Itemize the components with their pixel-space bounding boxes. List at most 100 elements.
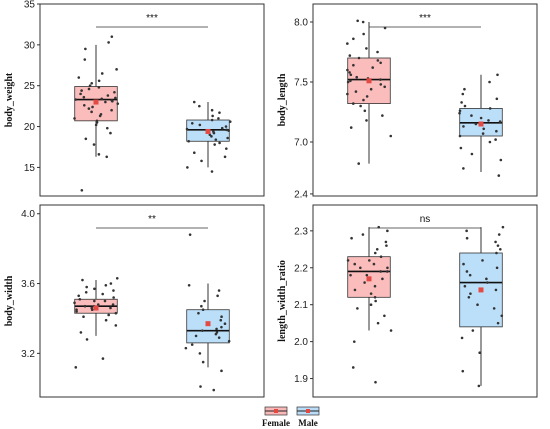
data-point [194, 334, 198, 338]
data-point [115, 68, 118, 71]
data-point [353, 262, 357, 266]
y-tick-label: 3.2 [21, 349, 35, 360]
y-tick-label: 8.0 [294, 18, 308, 29]
data-point [352, 37, 355, 41]
data-point [200, 304, 203, 308]
data-point [103, 299, 107, 303]
y-tick-label: 2.1 [294, 300, 308, 311]
data-point [467, 296, 471, 299]
data-point [203, 299, 206, 303]
data-point [190, 121, 194, 125]
data-point [93, 299, 96, 303]
mean-marker [478, 287, 484, 293]
data-point [348, 54, 352, 57]
mean-marker [93, 305, 99, 311]
y-tick-label: 15 [24, 163, 36, 174]
y-tick-label: 2.4 [294, 189, 308, 200]
data-point [495, 97, 499, 101]
data-point [465, 236, 469, 240]
data-point [485, 277, 488, 281]
data-point [91, 105, 94, 109]
data-point [74, 98, 77, 101]
y-axis-title: body_weight [4, 72, 15, 127]
data-point [500, 314, 504, 318]
data-point [201, 329, 204, 332]
data-point [73, 117, 76, 120]
y-tick-label: 30 [24, 40, 36, 51]
data-point [107, 41, 110, 44]
data-point [346, 80, 350, 84]
data-point [488, 107, 492, 110]
data-point [376, 321, 380, 325]
data-point [471, 329, 475, 332]
y-tick-label: 2.3 [294, 226, 308, 237]
data-point [352, 63, 355, 67]
data-point [77, 294, 81, 298]
data-point [383, 314, 386, 318]
data-point [227, 339, 231, 343]
data-point [90, 110, 93, 114]
data-point [460, 101, 463, 104]
data-point [361, 233, 365, 236]
data-point [385, 244, 388, 247]
data-point [73, 301, 76, 305]
data-point [458, 109, 462, 113]
legend-label-female: Female [262, 418, 290, 428]
panel-body-length: 7.0 7.5 8.0 body_length *** [277, 3, 538, 197]
significance-label: *** [146, 13, 158, 24]
data-point [373, 296, 377, 299]
panel-body-weight: 15 20 25 30 35 body_weight *** [4, 0, 265, 197]
data-point [496, 73, 499, 77]
data-point [79, 331, 83, 334]
data-point [201, 360, 205, 364]
data-point [352, 340, 356, 343]
data-point [349, 273, 352, 277]
data-point [82, 315, 85, 319]
data-point [381, 277, 384, 281]
data-point [501, 225, 505, 229]
data-point [97, 79, 101, 83]
data-point [349, 79, 352, 83]
y-axis-title: body_length [277, 73, 288, 126]
data-point [369, 87, 373, 91]
data-point [463, 284, 467, 288]
data-point [481, 259, 484, 262]
data-point [379, 61, 382, 65]
data-point [85, 285, 88, 289]
data-point [210, 118, 214, 122]
data-point [112, 289, 115, 292]
data-point [223, 322, 227, 325]
data-point [379, 78, 382, 81]
data-point [349, 126, 353, 129]
mean-marker [366, 78, 372, 84]
data-point [346, 259, 350, 262]
data-point [373, 251, 377, 255]
data-point [492, 307, 496, 310]
data-point [106, 94, 110, 97]
data-point [184, 346, 188, 350]
data-point [349, 73, 353, 77]
data-point [208, 133, 212, 137]
data-point [375, 248, 379, 251]
data-point [357, 162, 361, 165]
data-point [498, 120, 502, 123]
data-point [112, 296, 115, 299]
data-point [84, 137, 88, 141]
data-point [495, 251, 498, 255]
significance-label: *** [419, 13, 431, 24]
data-point [461, 92, 465, 96]
data-point [478, 351, 481, 354]
data-point [107, 313, 110, 317]
data-point [365, 47, 368, 50]
data-point [357, 56, 361, 60]
data-point [220, 126, 224, 130]
y-tick-label: 4.0 [21, 209, 35, 220]
data-point [87, 87, 91, 91]
data-point [100, 97, 104, 101]
data-point [115, 277, 119, 280]
data-point [497, 174, 501, 177]
data-point [80, 89, 83, 92]
data-point [228, 120, 232, 123]
data-point [90, 81, 94, 85]
